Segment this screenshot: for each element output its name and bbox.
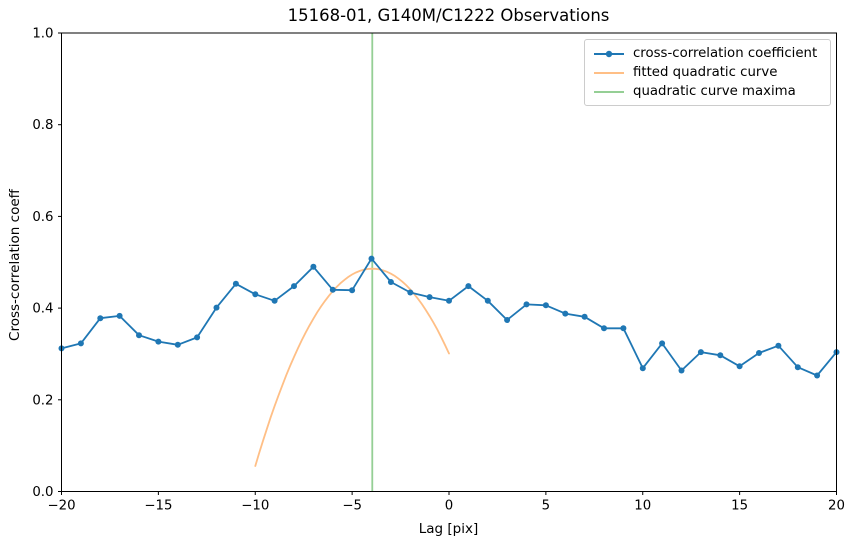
legend: cross-correlation coefficient fitted qua… xyxy=(584,39,831,106)
y-tick-label: 0.8 xyxy=(32,118,53,133)
x-tick-label: 10 xyxy=(634,499,651,514)
y-axis-ticks: 0.0 0.2 0.4 0.6 0.8 1.0 xyxy=(32,27,62,500)
cross-correlation-markers xyxy=(58,255,840,379)
x-tick-label: −15 xyxy=(144,499,172,514)
legend-label-maxima: quadratic curve maxima xyxy=(633,84,796,99)
orange-line-swatch xyxy=(594,71,624,74)
x-tick-label: −10 xyxy=(241,499,269,514)
legend-item-cross-correlation-coefficient: cross-correlation coefficient xyxy=(593,44,822,63)
green-line-swatch xyxy=(594,90,624,93)
chart-title: 15168-01, G140M/C1222 Observations xyxy=(287,6,610,25)
y-tick-label: 0.0 xyxy=(32,485,53,500)
x-tick-label: 15 xyxy=(731,499,748,514)
x-axis-ticks: −20 −15 −10 −5 0 5 10 15 20 xyxy=(47,491,845,514)
y-tick-label: 0.4 xyxy=(32,302,53,317)
line-with-marker-swatch xyxy=(594,50,624,57)
fitted-quadratic-curve xyxy=(254,267,450,467)
plot-border xyxy=(61,32,837,492)
y-tick-label: 0.6 xyxy=(32,210,53,225)
x-tick-label: −5 xyxy=(342,499,362,514)
legend-label-cross-correlation: cross-correlation coefficient xyxy=(633,46,818,61)
y-axis-label: Cross-correlation coeff xyxy=(7,189,23,341)
x-tick-label: 20 xyxy=(828,499,845,514)
legend-label-fitted-quadratic: fitted quadratic curve xyxy=(633,65,778,80)
x-tick-label: 0 xyxy=(445,499,453,514)
x-axis-label: Lag [pix] xyxy=(418,521,479,537)
x-tick-label: −20 xyxy=(47,499,75,514)
y-tick-label: 0.2 xyxy=(32,393,53,408)
legend-item-fitted-quadratic-curve: fitted quadratic curve xyxy=(593,63,822,82)
y-tick-label: 1.0 xyxy=(32,27,53,42)
x-tick-label: 5 xyxy=(542,499,550,514)
legend-item-quadratic-curve-maxima: quadratic curve maxima xyxy=(593,82,822,101)
